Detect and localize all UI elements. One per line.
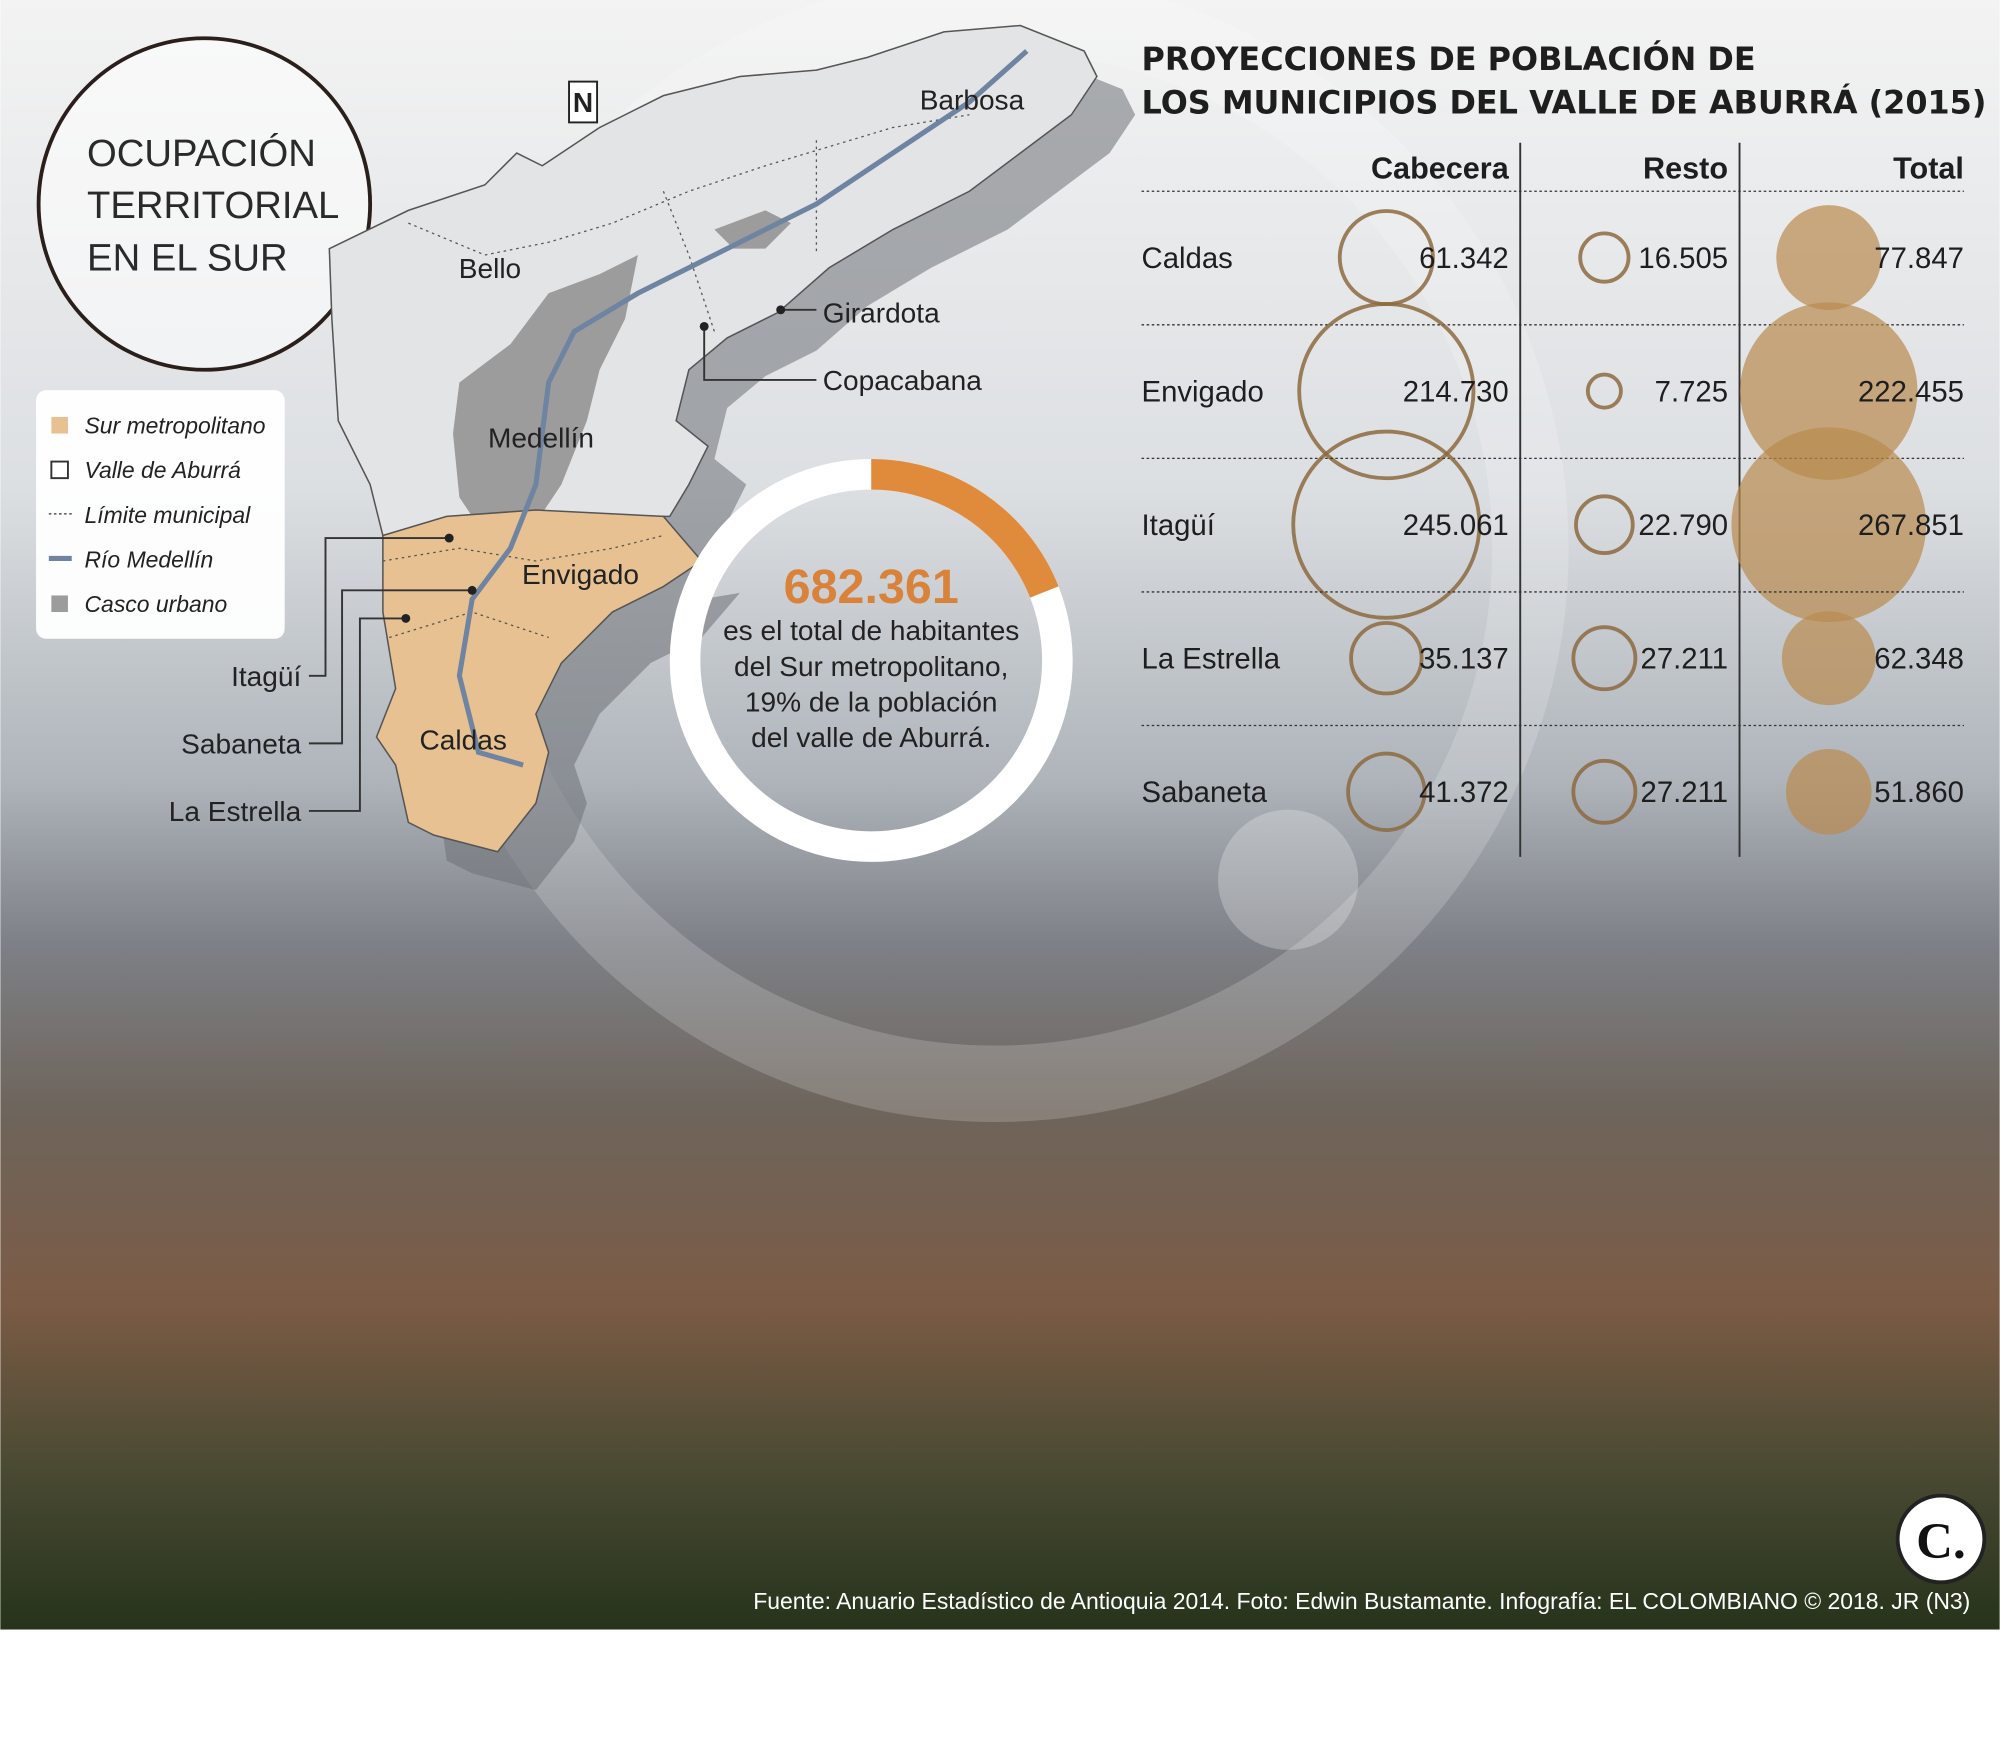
bubble-total <box>1740 302 1918 480</box>
bubble <box>1291 429 1482 620</box>
donut: 682.361 es el total de habitantes del Su… <box>669 459 1073 862</box>
point <box>776 305 786 315</box>
row-label: Caldas <box>1142 242 1233 275</box>
logo-text: C. <box>1916 1514 1966 1570</box>
column-header: Cabecera <box>1371 152 1510 186</box>
summary-total: 682.361 <box>784 560 959 614</box>
rio-medellin <box>456 49 1029 768</box>
map-label: La Estrella <box>169 796 302 827</box>
bubble <box>1578 231 1631 284</box>
map-label: Medellín <box>488 423 594 454</box>
headline-line: TERRITORIAL <box>87 184 339 227</box>
bubble <box>1346 751 1427 832</box>
bubble <box>1571 758 1638 825</box>
leader-line <box>308 617 406 812</box>
map-label: Envigado <box>522 559 639 590</box>
sur-metropolitano <box>375 509 703 853</box>
headline-line: OCUPACIÓN <box>87 132 316 175</box>
map-label: Bello <box>459 253 521 284</box>
bubble <box>1571 625 1638 692</box>
row-label: Sabaneta <box>1142 776 1268 809</box>
summary-line: es el total de habitantes <box>723 615 1019 646</box>
legend-label: Casco urbano <box>85 591 228 617</box>
map-label: Caldas <box>420 725 507 756</box>
donut-share <box>870 459 1059 598</box>
bubble <box>1585 372 1623 410</box>
source: Fuente: Anuario Estadístico de Antioquia… <box>753 1588 1970 1614</box>
cell-value: 51.860 <box>1874 776 1964 809</box>
legend-box <box>36 390 285 639</box>
north-label: N <box>573 87 593 118</box>
summary-line: del Sur metropolitano, <box>734 651 1008 682</box>
logo <box>1895 1493 1987 1585</box>
cell-value: 16.505 <box>1638 242 1728 275</box>
map-label: Sabaneta <box>181 729 301 760</box>
cell-value: 77.847 <box>1874 242 1964 275</box>
column-header: Resto <box>1643 152 1728 186</box>
legend-label: Límite municipal <box>85 502 252 528</box>
cell-value: 27.211 <box>1641 642 1728 675</box>
point <box>699 321 709 331</box>
legend: Sur metropolitano Valle de Aburrá Límite… <box>36 390 285 639</box>
table: PROYECCIONES DE POBLACIÓN DE LOS MUNICIP… <box>1141 39 1987 857</box>
legend-label: Valle de Aburrá <box>85 457 242 483</box>
casco-urbano <box>714 210 791 249</box>
cell-value: 214.730 <box>1403 375 1509 408</box>
column-header: Total <box>1893 152 1964 186</box>
bubble-total <box>1785 748 1872 835</box>
row-label: La Estrella <box>1142 642 1281 675</box>
cell-value: 35.137 <box>1419 642 1509 675</box>
cell-value: 267.851 <box>1858 509 1964 542</box>
legend-swatch <box>51 416 68 434</box>
summary-line: 19% de la población <box>745 686 998 717</box>
bubble-total <box>1781 611 1876 706</box>
summary-line: del valle de Aburrá. <box>751 722 991 753</box>
table-title: PROYECCIONES DE POBLACIÓN DE <box>1142 39 1756 78</box>
bubble <box>1349 621 1424 696</box>
municipal-limit <box>382 534 664 562</box>
legend-swatch <box>51 595 68 613</box>
north-box <box>568 80 599 124</box>
map-label: Copacabana <box>823 365 982 396</box>
bubble <box>1574 494 1635 555</box>
table-title: LOS MUNICIPIOS DEL VALLE DE ABURRÁ (2015… <box>1142 83 1987 121</box>
map-label: Itagüí <box>231 661 301 692</box>
municipal-limit <box>389 611 549 639</box>
map <box>308 24 1136 890</box>
bubble <box>1297 302 1476 481</box>
cell-value: 62.348 <box>1874 642 1964 675</box>
map-label: Barbosa <box>920 85 1025 116</box>
cell-value: 27.211 <box>1641 776 1728 809</box>
row-label: Envigado <box>1142 375 1264 408</box>
headline-circle <box>36 36 373 372</box>
point <box>444 533 454 543</box>
headline-line: EN EL SUR <box>87 236 288 279</box>
municipal-limit <box>662 191 715 332</box>
cell-value: 245.061 <box>1403 509 1509 542</box>
watermark-dot <box>1218 809 1359 950</box>
leader-line <box>703 326 817 381</box>
map-label: Girardota <box>823 298 940 329</box>
bubble-total <box>1776 205 1882 311</box>
cell-value: 7.725 <box>1655 375 1728 408</box>
leader-line <box>308 537 450 677</box>
leader-line <box>308 589 473 745</box>
legend-swatch <box>50 460 69 480</box>
point <box>467 585 477 595</box>
municipal-limit <box>408 114 970 256</box>
cell-value: 41.372 <box>1419 776 1509 809</box>
cell-value: 222.455 <box>1858 375 1964 408</box>
row-label: Itagüí <box>1142 509 1215 542</box>
legend-label: Río Medellín <box>85 546 214 572</box>
cell-value: 61.342 <box>1419 242 1509 275</box>
bubble-total <box>1731 427 1927 623</box>
cell-value: 22.790 <box>1638 509 1728 542</box>
legend-label: Sur metropolitano <box>85 413 266 439</box>
point <box>401 613 411 623</box>
